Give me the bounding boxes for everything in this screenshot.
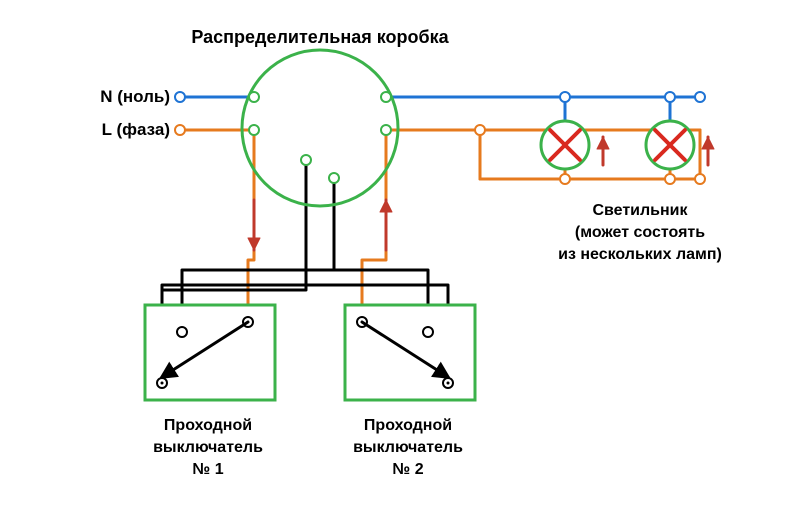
- neutral-label: N (ноль): [100, 87, 170, 106]
- lamp-caption: (может состоять: [575, 224, 705, 241]
- junction-box: [242, 50, 398, 206]
- live-label: L (фаза): [102, 120, 170, 139]
- sw2-caption: № 2: [392, 461, 423, 478]
- junction-title: Распределительная коробка: [191, 27, 449, 47]
- sw1-caption: № 1: [192, 461, 223, 478]
- sw2-caption: Проходной: [364, 417, 452, 434]
- sw1-caption: выключатель: [153, 439, 263, 456]
- sw1-caption: Проходной: [164, 417, 252, 434]
- sw2-caption: выключатель: [353, 439, 463, 456]
- lamp-caption: из нескольких ламп): [558, 246, 722, 263]
- live-to-sw2: [362, 130, 386, 322]
- lamp-caption: Светильник: [592, 202, 688, 219]
